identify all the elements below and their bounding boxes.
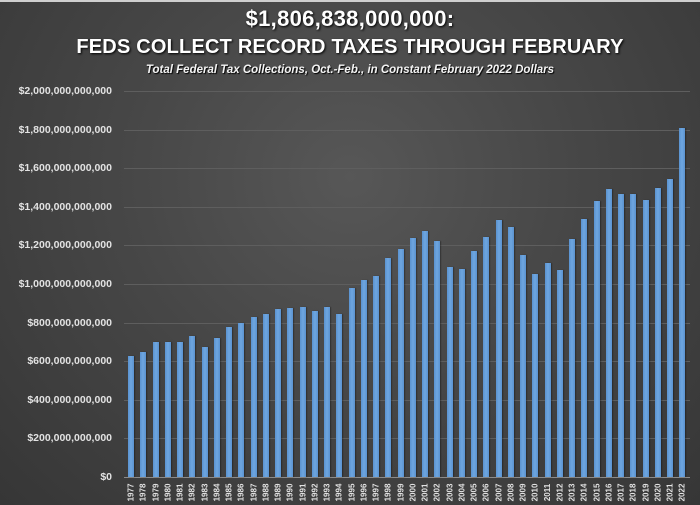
bar-2021 [667, 178, 673, 477]
year-label: 2022 [677, 483, 687, 501]
gridline [124, 438, 690, 439]
y-axis-tick-label: $1,400,000,000,000 [18, 200, 112, 213]
bar-1990 [287, 308, 294, 477]
chart-title: FEDS COLLECT RECORD TAXES THROUGH FEBRUA… [76, 36, 624, 58]
gridline [124, 245, 690, 246]
bar-1980 [164, 341, 171, 477]
bar-1985 [226, 327, 232, 477]
bar-2002 [434, 240, 441, 477]
bar-2010 [532, 274, 539, 477]
bar-1983 [201, 346, 208, 477]
y-axis-tick-label: $600,000,000,000 [27, 355, 112, 368]
gridline [124, 91, 690, 92]
gridline [124, 400, 690, 401]
y-axis-tick-label: $400,000,000,000 [27, 393, 112, 406]
bar-1979 [152, 341, 159, 477]
y-axis-tick-label: $1,800,000,000,000 [18, 123, 112, 136]
bar-1986 [238, 322, 245, 477]
y-axis-tick-label: $1,000,000,000,000 [18, 278, 112, 290]
gridline [124, 284, 690, 285]
bar-2017 [618, 194, 624, 477]
bar-2003 [446, 266, 453, 477]
bar-1992 [311, 311, 318, 477]
bar-2000 [409, 237, 416, 477]
bar-1997 [373, 276, 379, 477]
bar-1995 [348, 287, 355, 477]
bar-1998 [385, 257, 392, 477]
bar-1988 [262, 313, 269, 477]
bar-1994 [336, 313, 343, 477]
bar-1977 [128, 356, 134, 477]
y-axis-tick-label: $0 [100, 471, 112, 483]
bar-2018 [630, 194, 637, 477]
gridline [124, 207, 690, 208]
bar-1989 [275, 309, 281, 477]
bar-2014 [581, 219, 588, 477]
gridline [124, 168, 690, 169]
y-axis-tick-label: $2,000,000,000,000 [18, 85, 112, 97]
bar-1981 [177, 341, 183, 477]
y-axis-tick-label: $200,000,000,000 [27, 432, 112, 445]
chart-headline: $1,806,838,000,000: [245, 6, 455, 31]
bar-2001 [422, 230, 428, 477]
bar-1987 [250, 316, 257, 477]
bar-2016 [605, 189, 612, 477]
bar-2008 [507, 227, 514, 477]
bar-2013 [569, 238, 575, 477]
bar-2015 [593, 201, 600, 477]
bar-1984 [213, 338, 220, 477]
bar-1993 [324, 307, 330, 477]
x-axis-line [124, 477, 690, 478]
chart-subtitle: Total Federal Tax Collections, Oct.-Feb.… [145, 64, 555, 76]
bar-2012 [556, 269, 563, 477]
bar-2007 [495, 220, 502, 477]
bar-1996 [360, 280, 367, 477]
bar-2005 [471, 251, 477, 477]
x-axis-tick-label: 2022 [672, 482, 692, 502]
bar-2019 [642, 200, 649, 477]
bar-1991 [299, 307, 306, 477]
y-axis-tick-label: $1,600,000,000,000 [18, 162, 112, 175]
gridline [124, 361, 690, 362]
bar-1978 [140, 351, 147, 477]
gridline [124, 323, 690, 324]
bar-2022 [679, 128, 686, 477]
bar-2004 [458, 268, 465, 477]
gridline [124, 130, 690, 131]
bar-1999 [397, 249, 404, 477]
y-axis-tick-label: $800,000,000,000 [27, 316, 112, 329]
bar-2011 [544, 262, 551, 477]
y-axis-tick-label: $1,200,000,000,000 [18, 239, 112, 252]
bar-2020 [654, 188, 661, 477]
bar-2009 [520, 255, 526, 477]
bar-2006 [483, 236, 490, 477]
bar-1982 [189, 336, 196, 477]
top-border [0, 0, 700, 2]
